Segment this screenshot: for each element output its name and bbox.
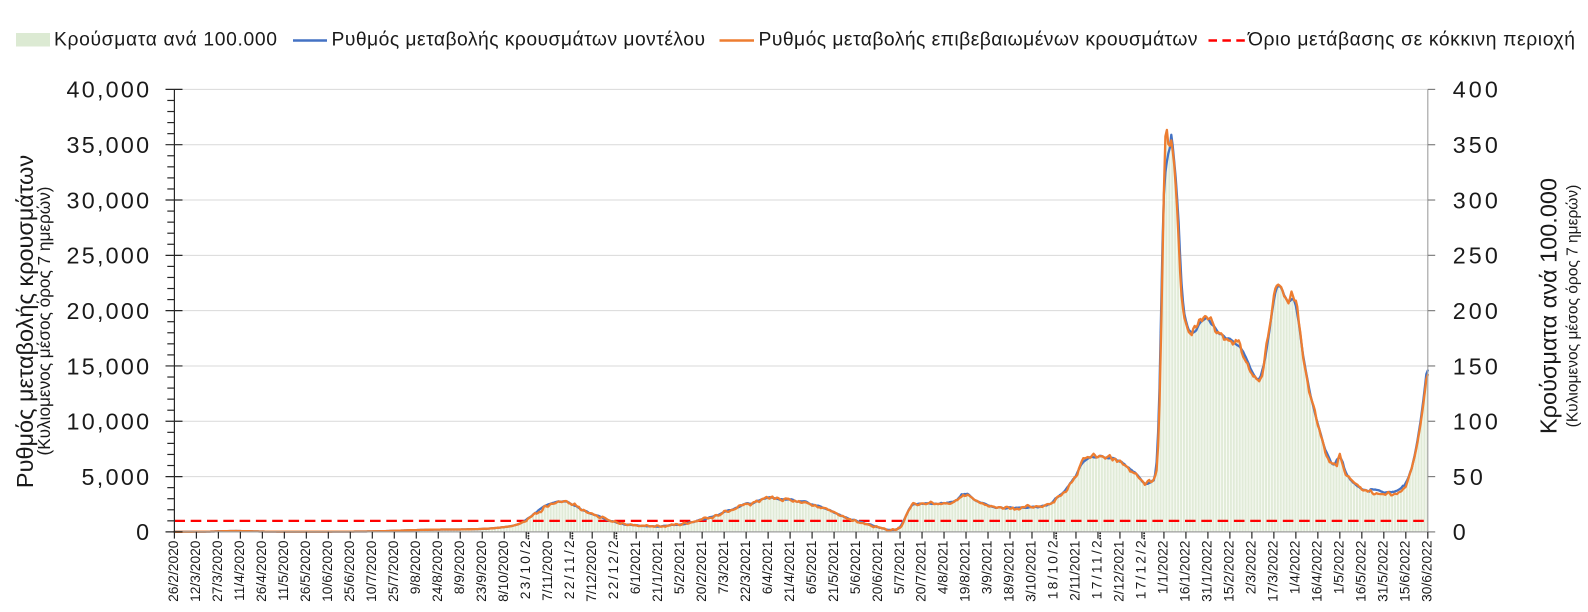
- svg-text:1/1/2022: 1/1/2022: [1156, 541, 1171, 595]
- svg-text:20/6/2021: 20/6/2021: [870, 541, 885, 602]
- svg-text:300: 300: [1453, 187, 1498, 213]
- svg-text:2/12/2021: 2/12/2021: [1112, 541, 1127, 602]
- svg-text:21/4/2021: 21/4/2021: [782, 541, 797, 602]
- svg-text:100: 100: [1453, 409, 1498, 435]
- svg-text:Κρούσματα ανά 100.000: Κρούσματα ανά 100.000: [1536, 178, 1562, 434]
- svg-text:17/3/2022: 17/3/2022: [1266, 541, 1281, 602]
- svg-text:Ρυθμός μεταβολής κρουσμάτων μο: Ρυθμός μεταβολής κρουσμάτων μοντέλου: [332, 30, 706, 51]
- svg-text:24/8/2020: 24/8/2020: [430, 540, 445, 602]
- svg-text:4/8/2021: 4/8/2021: [936, 541, 951, 595]
- svg-text:40,000: 40,000: [67, 77, 150, 103]
- svg-text:22/11/2: 22/11/2: [562, 540, 577, 599]
- svg-text:9/8/2020: 9/8/2020: [408, 540, 423, 594]
- svg-text:23/9/2020: 23/9/2020: [474, 540, 489, 602]
- svg-text:7/11/2020: 7/11/2020: [540, 540, 555, 601]
- svg-text:0: 0: [1453, 519, 1466, 545]
- svg-text:1/5/2022: 1/5/2022: [1332, 541, 1347, 595]
- svg-text:21/1/2021: 21/1/2021: [650, 541, 665, 602]
- svg-text:20/7/2021: 20/7/2021: [914, 541, 929, 602]
- svg-text:8/9/2020: 8/9/2020: [452, 540, 467, 594]
- svg-text:30,000: 30,000: [67, 187, 150, 213]
- svg-text:25/6/2020: 25/6/2020: [342, 540, 357, 602]
- svg-text:16/5/2022: 16/5/2022: [1354, 541, 1369, 602]
- svg-text:25,000: 25,000: [67, 243, 150, 269]
- svg-text:7/12/2020: 7/12/2020: [584, 540, 599, 602]
- svg-text:11/4/2020: 11/4/2020: [232, 540, 247, 601]
- svg-text:5/2/2021: 5/2/2021: [672, 541, 687, 595]
- svg-text:27/3/2020: 27/3/2020: [210, 540, 225, 602]
- svg-text:7/3/2021: 7/3/2021: [716, 541, 731, 595]
- svg-text:35,000: 35,000: [67, 132, 150, 158]
- svg-text:400: 400: [1453, 77, 1498, 103]
- svg-text:15,000: 15,000: [67, 353, 150, 379]
- svg-text:2/11/2021: 2/11/2021: [1068, 541, 1083, 601]
- svg-text:31/1/2022: 31/1/2022: [1200, 541, 1215, 602]
- svg-text:Ρυθμός μεταβολής επιβεβαιωμένω: Ρυθμός μεταβολής επιβεβαιωμένων κρουσμάτ…: [759, 30, 1198, 51]
- svg-text:8/10/2020: 8/10/2020: [496, 540, 511, 602]
- svg-text:5/6/2021: 5/6/2021: [848, 541, 863, 595]
- svg-text:(Κυλιομενος μέσος όρος 7 ημερώ: (Κυλιομενος μέσος όρος 7 ημερών): [1565, 185, 1582, 428]
- svg-text:21/5/2021: 21/5/2021: [826, 541, 841, 602]
- svg-text:26/4/2020: 26/4/2020: [254, 540, 269, 602]
- svg-text:10,000: 10,000: [67, 409, 150, 435]
- svg-text:15/6/2022: 15/6/2022: [1398, 541, 1413, 602]
- svg-text:20,000: 20,000: [67, 298, 150, 324]
- svg-text:0: 0: [136, 519, 149, 545]
- svg-text:12/3/2020: 12/3/2020: [188, 540, 203, 602]
- svg-text:5,000: 5,000: [82, 464, 150, 490]
- svg-text:11/5/2020: 11/5/2020: [276, 540, 291, 601]
- svg-text:10/7/2020: 10/7/2020: [364, 540, 379, 602]
- svg-text:(Κυλιομενος μέσος όρος 7 ημερώ: (Κυλιομενος μέσος όρος 7 ημερών): [34, 186, 54, 455]
- svg-text:26/2/2020: 26/2/2020: [166, 540, 181, 602]
- svg-text:200: 200: [1453, 298, 1498, 324]
- svg-text:16/4/2022: 16/4/2022: [1310, 541, 1325, 602]
- svg-text:5/7/2021: 5/7/2021: [892, 541, 907, 595]
- svg-text:150: 150: [1453, 353, 1498, 379]
- svg-text:Ρυθμός μεταβολής κρουσμάτων: Ρυθμός μεταβολής κρουσμάτων: [12, 155, 38, 488]
- svg-text:Όριο μετάβασης σε κόκκινη περι: Όριο μετάβασης σε κόκκινη περιοχή: [1247, 30, 1575, 51]
- svg-text:250: 250: [1453, 243, 1498, 269]
- svg-text:19/8/2021: 19/8/2021: [958, 541, 973, 602]
- svg-text:16/1/2022: 16/1/2022: [1178, 541, 1193, 602]
- svg-text:1/4/2022: 1/4/2022: [1288, 541, 1303, 595]
- svg-text:Κρούσματα ανά 100.000: Κρούσματα ανά 100.000: [54, 30, 277, 51]
- svg-text:31/5/2022: 31/5/2022: [1376, 541, 1391, 602]
- svg-text:30/6/2022: 30/6/2022: [1420, 541, 1435, 602]
- svg-text:26/5/2020: 26/5/2020: [298, 540, 313, 602]
- svg-text:18/9/2021: 18/9/2021: [1002, 540, 1017, 601]
- svg-text:10/6/2020: 10/6/2020: [320, 540, 335, 602]
- svg-text:2/3/2022: 2/3/2022: [1244, 541, 1259, 595]
- svg-text:22/3/2021: 22/3/2021: [738, 541, 753, 602]
- svg-text:3/10/2021: 3/10/2021: [1024, 541, 1039, 602]
- svg-text:15/2/2022: 15/2/2022: [1222, 541, 1237, 602]
- svg-text:25/7/2020: 25/7/2020: [386, 540, 401, 602]
- svg-text:17/11/2: 17/11/2: [1090, 540, 1105, 599]
- svg-text:3/9/2021: 3/9/2021: [980, 540, 995, 594]
- svg-text:6/4/2021: 6/4/2021: [760, 541, 775, 595]
- svg-text:350: 350: [1453, 132, 1498, 158]
- svg-text:6/5/2021: 6/5/2021: [804, 541, 819, 595]
- svg-text:6/1/2021: 6/1/2021: [628, 541, 643, 595]
- svg-text:20/2/2021: 20/2/2021: [694, 541, 709, 602]
